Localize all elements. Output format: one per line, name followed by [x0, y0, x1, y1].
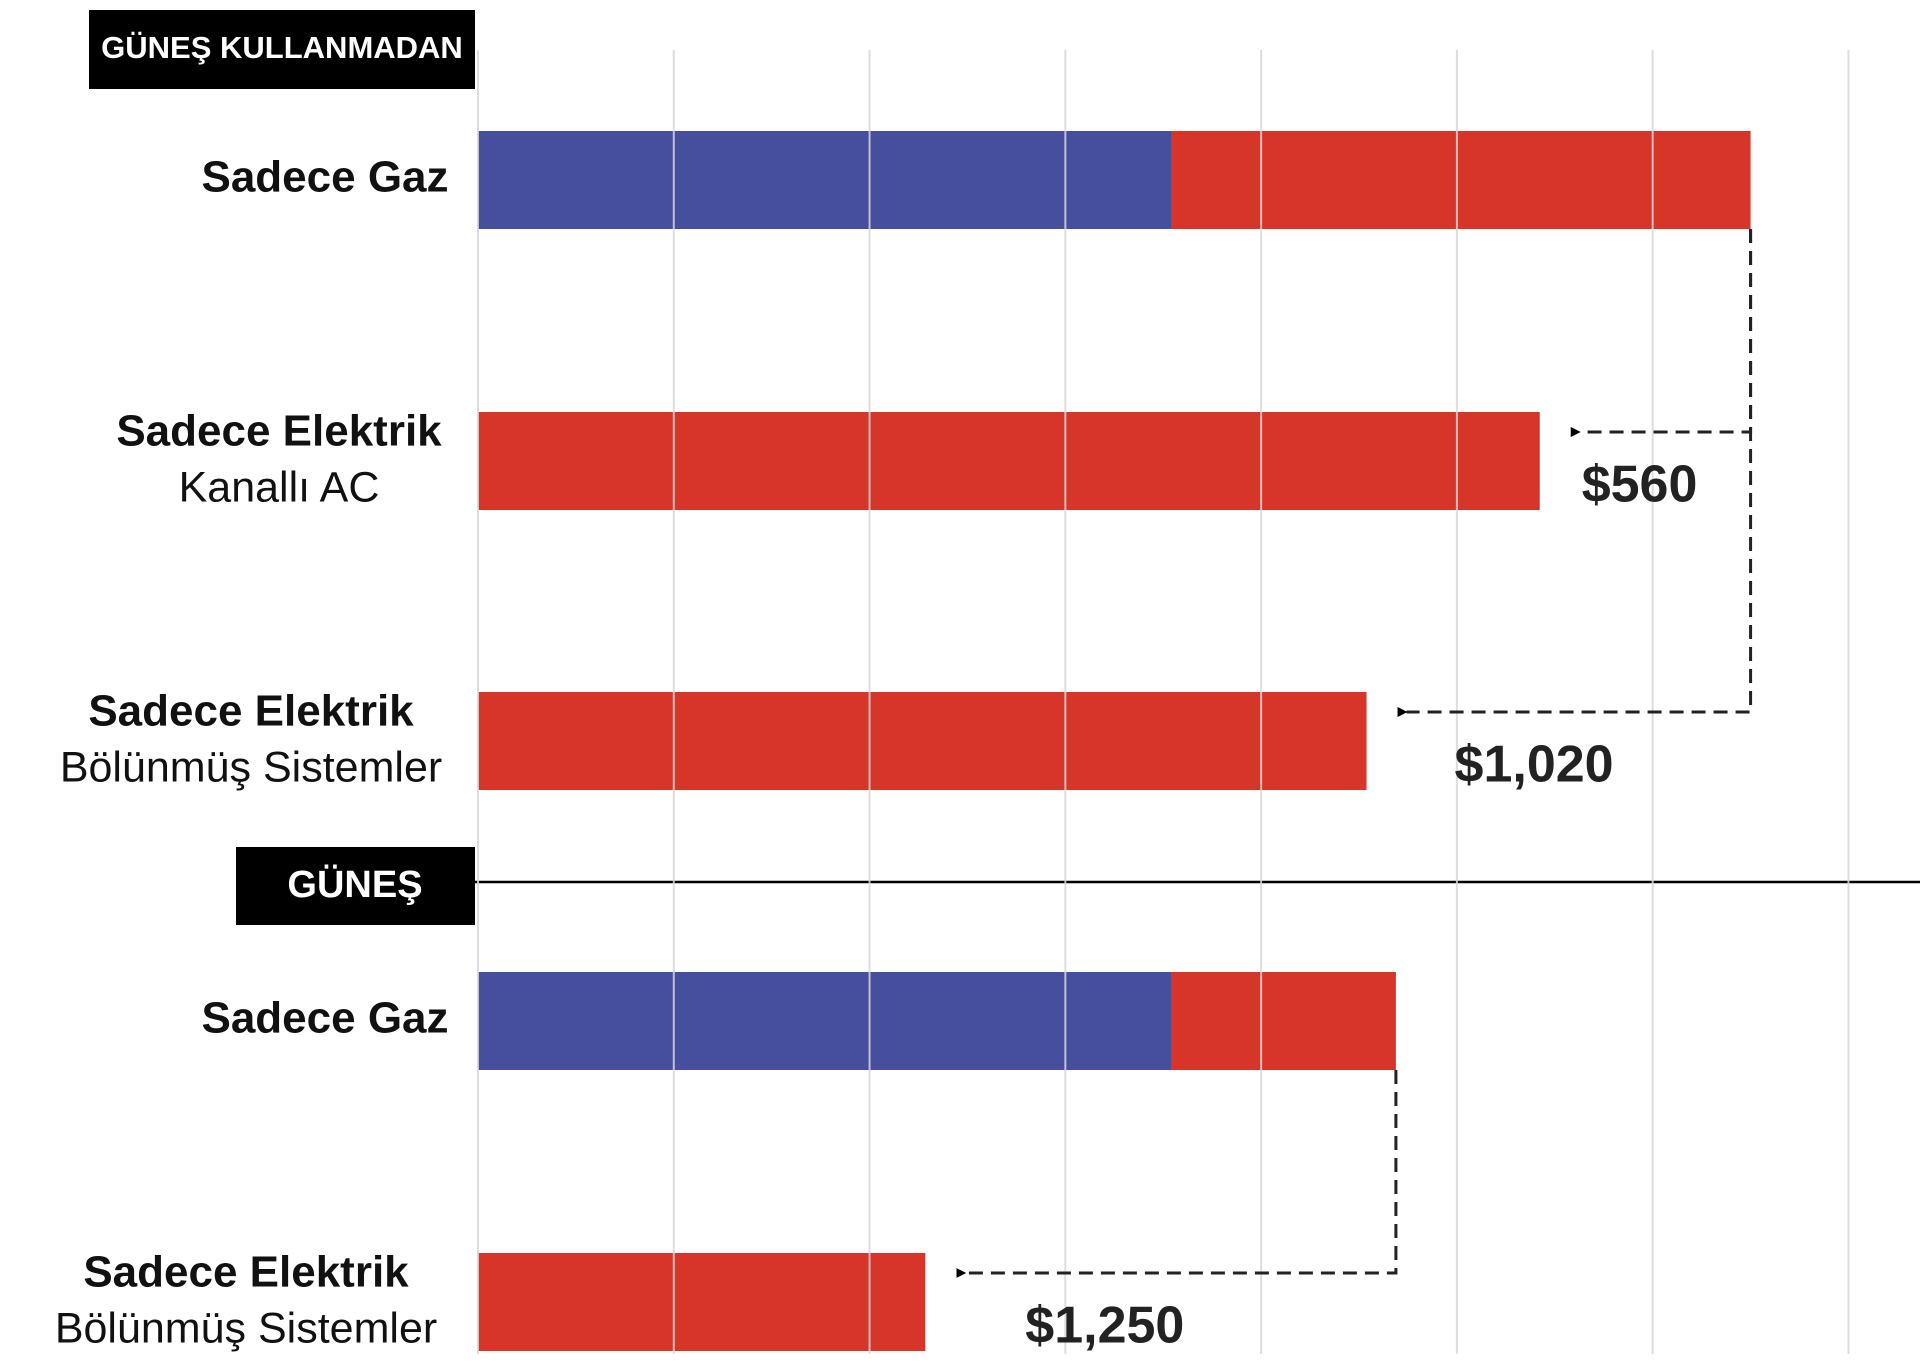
savings-arrow: [956, 1070, 1398, 1278]
section-box: [89, 10, 475, 89]
section-box: [236, 847, 475, 925]
savings-label: $560: [1582, 456, 1698, 514]
category-label: Sadece Gaz: [201, 153, 448, 202]
bar-segment: [478, 412, 1540, 510]
category-label: Sadece Elektrik: [88, 687, 414, 736]
savings-label: $1,250: [1025, 1297, 1184, 1355]
category-subtitle: Kanallı AC: [179, 463, 380, 511]
category-subtitle: Bölünmüş Sistemler: [60, 743, 442, 791]
bar-segment: [478, 1253, 926, 1351]
category-subtitle: Bölünmüş Sistemler: [55, 1304, 437, 1352]
savings-label: $1,020: [1455, 736, 1614, 794]
category-label: Sadece Gaz: [201, 994, 448, 1043]
bar-segment: [1171, 131, 1751, 229]
section-label: GÜNEŞ: [287, 863, 422, 906]
savings-arrow: [1570, 229, 1753, 437]
savings-arrow: [1397, 229, 1753, 717]
category-label: Sadece Elektrik: [116, 407, 442, 456]
bar-segment: [478, 972, 1172, 1070]
bar-segment: [1171, 972, 1396, 1070]
bar-segment: [478, 692, 1367, 790]
bar-segment: [478, 131, 1172, 229]
section-label: GÜNEŞ KULLANMADAN: [101, 30, 463, 65]
category-label: Sadece Elektrik: [83, 1248, 409, 1297]
